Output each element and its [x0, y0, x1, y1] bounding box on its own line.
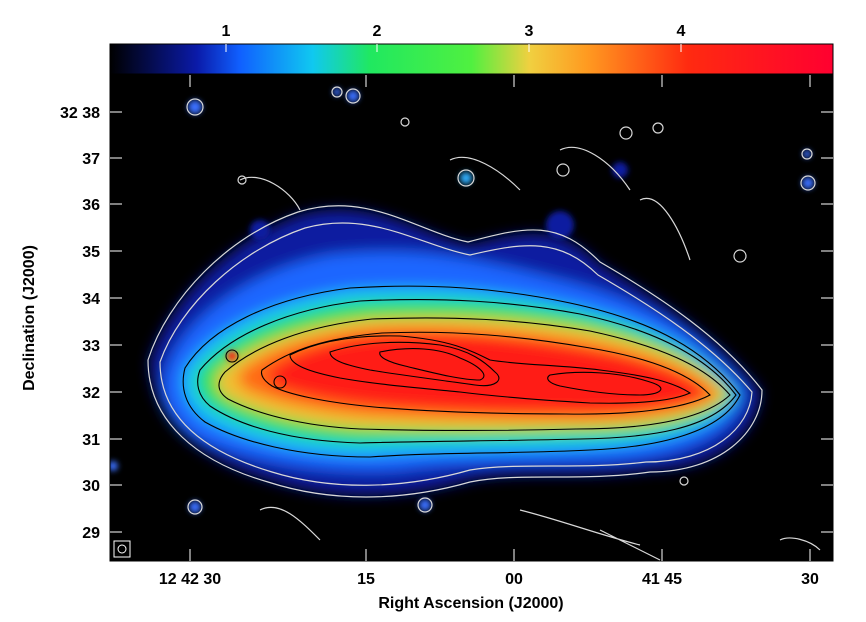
y-tick-label: 31: [82, 432, 100, 449]
y-tick-label: 30: [82, 478, 100, 495]
y-tick-label: 33: [82, 338, 100, 355]
x-axis-title: Right Ascension (J2000): [378, 595, 563, 612]
x-tick-label: 15: [357, 571, 375, 588]
colorbar-tick-label: 4: [677, 23, 686, 40]
y-tick-label: 34: [82, 291, 100, 308]
plot-frame: [109, 74, 834, 562]
plot-image: [110, 75, 833, 561]
y-tick-label: 37: [82, 151, 100, 168]
colorbar-tick-label: 3: [525, 23, 534, 40]
y-axis-ticks: 32 38 37 36 35 34 33 32 31 30 29: [60, 105, 833, 542]
colorbar-tick-label: 1: [222, 23, 231, 40]
x-tick-label: 12 42 30: [159, 571, 221, 588]
beam-box: [113, 540, 131, 558]
colorbar-ticks: 1 2 3 4: [222, 23, 686, 52]
y-tick-label: 32: [82, 385, 100, 402]
y-tick-label: 29: [82, 525, 100, 542]
x-tick-label: 30: [801, 571, 819, 588]
x-tick-label: 41 45: [642, 571, 682, 588]
x-tick-label: 00: [505, 571, 523, 588]
x-axis-ticks: 12 42 30 15 00 41 45 30: [159, 75, 819, 588]
colorbar-tick-label: 2: [373, 23, 382, 40]
inner-contours: [182, 285, 741, 458]
emission-layers: [150, 209, 760, 495]
y-axis-title: Declination (J2000): [21, 245, 38, 391]
y-tick-label: 36: [82, 197, 100, 214]
beam-ellipse: [117, 544, 127, 554]
colorbar: [109, 43, 834, 75]
y-tick-label: 32 38: [60, 105, 100, 122]
outer-contours: [147, 86, 821, 561]
y-tick-label: 35: [82, 244, 100, 261]
